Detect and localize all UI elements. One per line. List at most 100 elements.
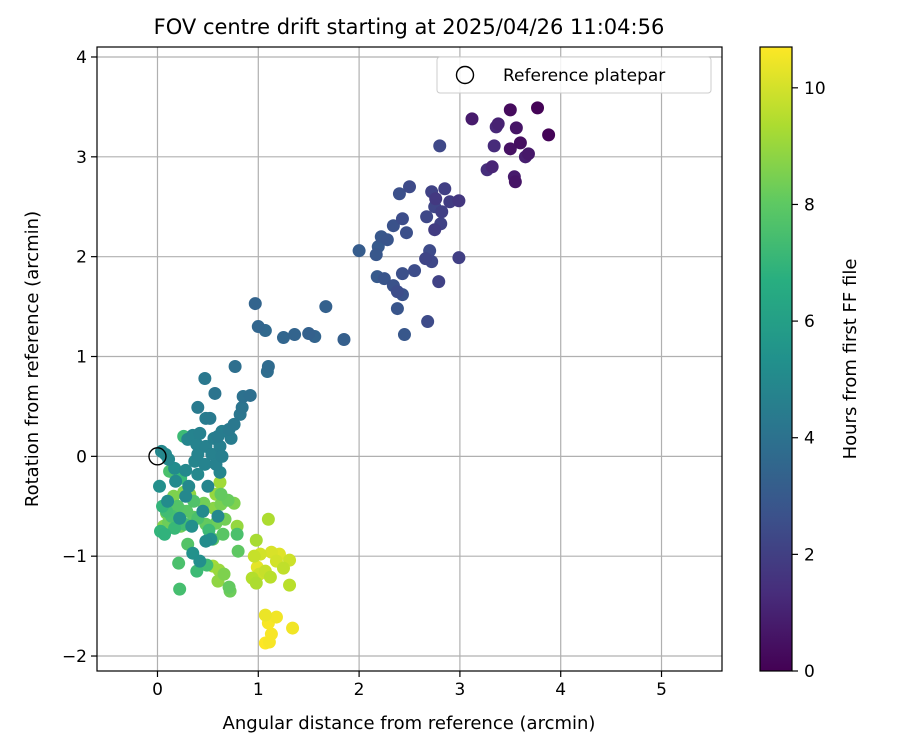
data-point [429, 192, 443, 206]
grid-lines [97, 47, 722, 671]
x-tick-label: 2 [354, 680, 365, 700]
data-point [465, 112, 479, 126]
data-point [509, 121, 523, 135]
data-point [182, 479, 196, 493]
data-point [508, 175, 522, 189]
data-point [161, 494, 175, 508]
data-point [319, 300, 333, 314]
chart-title: FOV centre drift starting at 2025/04/26 … [154, 15, 665, 39]
data-point [487, 139, 501, 153]
data-point [198, 371, 212, 385]
x-tick-label: 3 [454, 680, 465, 700]
data-point [390, 302, 404, 316]
data-point [171, 499, 185, 513]
data-point [542, 128, 556, 142]
data-point [173, 582, 187, 596]
y-tick-label: −1 [62, 547, 87, 567]
data-point [377, 272, 391, 286]
y-tick-label: −2 [62, 647, 87, 667]
data-point [168, 521, 182, 535]
data-point [521, 147, 535, 161]
data-point [513, 136, 527, 150]
data-point [179, 463, 193, 477]
legend-box [436, 56, 712, 94]
x-axis-label: Angular distance from reference (arcmin) [223, 713, 596, 734]
data-point [452, 251, 466, 265]
data-point [419, 252, 433, 266]
data-point [191, 467, 205, 481]
data-point [211, 509, 225, 523]
data-point [193, 426, 207, 440]
data-point [390, 285, 404, 299]
data-point [286, 621, 300, 635]
data-point [503, 103, 517, 117]
data-point [190, 564, 204, 578]
y-tick-label: 4 [76, 48, 87, 68]
data-point [433, 139, 447, 153]
data-point [380, 233, 394, 247]
data-point [397, 328, 411, 342]
data-point [337, 333, 351, 347]
data-point [222, 580, 236, 594]
y-tick-label: 2 [76, 248, 87, 268]
data-point [173, 511, 187, 525]
data-point [247, 549, 261, 563]
data-point [395, 212, 409, 226]
colorbar-label: Hours from first FF file [840, 259, 861, 460]
x-tick-label: 0 [152, 680, 163, 700]
data-point [428, 223, 442, 237]
data-point [196, 504, 210, 518]
data-point [288, 328, 302, 342]
data-point [179, 489, 193, 503]
data-point [276, 331, 290, 345]
data-point [386, 219, 400, 233]
data-point [435, 205, 449, 219]
data-point [169, 474, 183, 488]
y-tick-label: 1 [76, 348, 87, 368]
y-tick-label: 0 [76, 447, 87, 467]
data-point [172, 556, 186, 570]
data-point [227, 417, 241, 431]
data-point [153, 479, 166, 493]
data-point [399, 226, 413, 240]
data-point [261, 359, 275, 373]
data-point [203, 411, 217, 425]
data-point [269, 610, 283, 624]
data-point [214, 487, 228, 501]
legend-marker-icon [455, 65, 475, 85]
legend: Reference platepar [436, 56, 712, 94]
data-point [201, 479, 215, 493]
data-point [199, 534, 213, 548]
data-point [452, 194, 466, 208]
data-point [249, 576, 263, 590]
colorbar-tick-label: 4 [804, 429, 815, 449]
colorbar-tick-label: 0 [804, 662, 815, 682]
data-point [213, 475, 227, 489]
data-point [235, 400, 249, 414]
colorbar-tick-label: 6 [804, 312, 815, 332]
data-point [213, 439, 227, 453]
data-point [503, 142, 517, 156]
x-tick-label: 4 [555, 680, 566, 700]
data-point [263, 570, 277, 584]
y-axis-ticks: −2 −1 0 1 2 3 4 [62, 48, 97, 667]
data-point [217, 567, 231, 581]
data-point [162, 452, 176, 466]
x-tick-label: 1 [253, 680, 264, 700]
data-point [420, 210, 434, 224]
data-point [185, 519, 199, 533]
legend-entry-label: Reference platepar [503, 66, 665, 86]
data-points [153, 101, 556, 650]
data-point [261, 512, 275, 526]
colorbar-tick-label: 8 [804, 195, 815, 215]
plot-frame [96, 46, 723, 672]
data-point [230, 527, 244, 541]
data-point [485, 160, 499, 174]
data-point [243, 388, 257, 402]
data-point [193, 554, 207, 568]
data-point [216, 527, 230, 541]
data-point [248, 297, 262, 311]
colorbar [759, 46, 793, 672]
data-point [198, 457, 212, 471]
